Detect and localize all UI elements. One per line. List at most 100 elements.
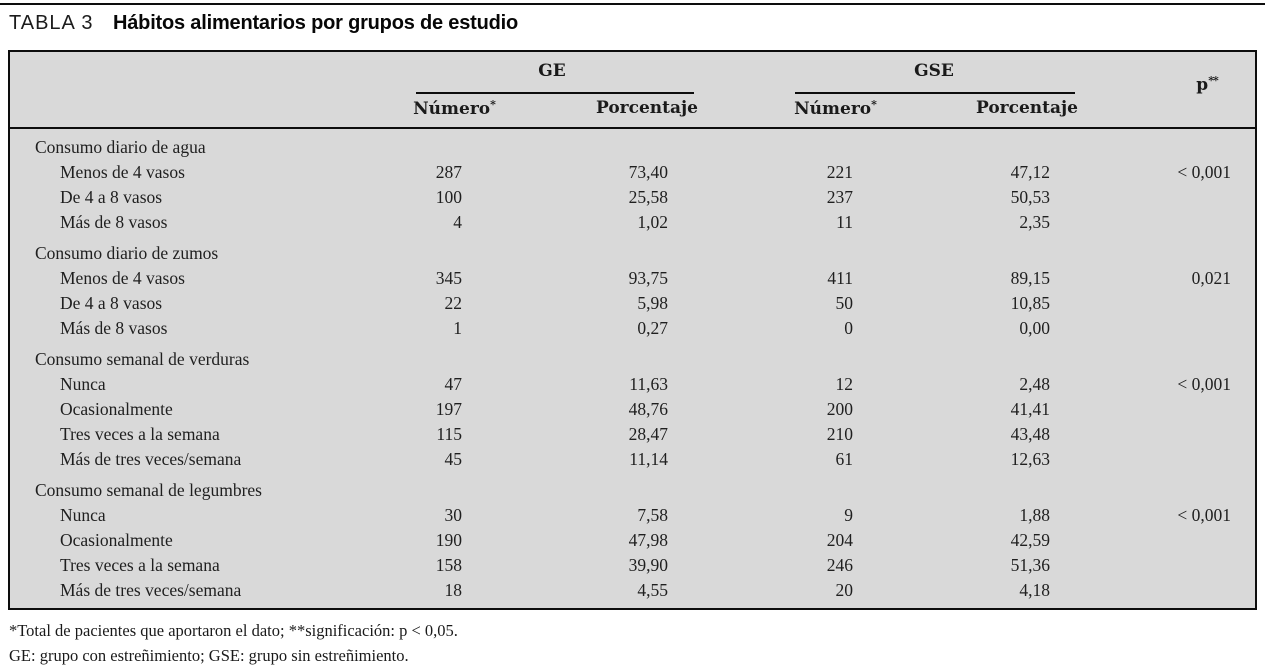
gse-numero-value: 0 xyxy=(844,318,853,338)
ge-porcentaje-value: 25,58 xyxy=(628,187,668,207)
gse-numero-value: 210 xyxy=(826,424,853,444)
table-row: Más de 8 vasos 4 1,02 11 2,35 xyxy=(10,210,1255,235)
p-value: < 0,001 xyxy=(1177,162,1231,182)
ge-numero-value: 1 xyxy=(453,318,462,338)
section-header-row: Consumo semanal de verduras xyxy=(10,347,1255,372)
col-header-label: Número xyxy=(794,99,872,119)
row-label: Tres veces a la semana xyxy=(60,424,220,444)
top-rule xyxy=(0,3,1265,5)
table-section: Consumo semanal de verduras Nunca 47 11,63 1… xyxy=(10,347,1255,472)
gse-porcentaje-value: 12,63 xyxy=(1010,449,1050,469)
gse-porcentaje-value: 42,59 xyxy=(1010,530,1050,550)
footnote-abbreviations: GE: grupo con estreñimiento; GSE: grupo … xyxy=(9,645,409,665)
table-row: Tres veces a la semana 115 28,47 210 43,48 xyxy=(10,422,1255,447)
gse-numero-value: 200 xyxy=(826,399,853,419)
ge-porcentaje-value: 47,98 xyxy=(628,530,668,550)
p-value: < 0,001 xyxy=(1177,505,1231,525)
table-row: Menos de 4 vasos 287 73,40 221 47,12 < 0,001 xyxy=(10,160,1255,185)
gse-porcentaje-value: 1,88 xyxy=(1019,505,1050,525)
double-asterisk-superscript: ** xyxy=(1208,74,1218,87)
row-label: Nunca xyxy=(60,374,106,394)
gse-underline xyxy=(795,92,1075,94)
table-section: Consumo semanal de legumbres Nunca 30 7,58 9… xyxy=(10,478,1255,603)
gse-numero-value: 50 xyxy=(835,293,854,313)
table-section: Consumo diario de agua Menos de 4 vasos 28… xyxy=(10,135,1255,235)
table-row: Más de tres veces/semana 18 4,55 20 4,18 xyxy=(10,578,1255,603)
row-label: Más de 8 vasos xyxy=(60,212,168,232)
row-label: Más de 8 vasos xyxy=(60,318,168,338)
section-label: Consumo diario de agua xyxy=(35,137,206,157)
gse-porcentaje-value: 50,53 xyxy=(1010,187,1050,207)
ge-numero-value: 158 xyxy=(435,555,462,575)
section-label: Consumo diario de zumos xyxy=(35,243,219,263)
ge-numero-value: 30 xyxy=(444,505,463,525)
section-label: Consumo semanal de legumbres xyxy=(35,480,262,500)
footnotes: *Total de pacientes que aportaron el dat… xyxy=(9,619,458,668)
data-table: GE GSE Número* Porcentaje Número* Porcen… xyxy=(8,50,1257,610)
ge-porcentaje-value: 28,47 xyxy=(628,424,668,444)
section-header-row: Consumo diario de agua xyxy=(10,135,1255,160)
row-label: Menos de 4 vasos xyxy=(60,162,185,182)
table-row: Ocasionalmente 197 48,76 200 41,41 xyxy=(10,397,1255,422)
section-label: Consumo semanal de verduras xyxy=(35,349,250,369)
group-header-gse: GSE xyxy=(914,61,954,81)
p-label: p xyxy=(1196,75,1209,95)
ge-porcentaje-value: 11,14 xyxy=(629,449,668,469)
table-row: Ocasionalmente 190 47,98 204 42,59 xyxy=(10,528,1255,553)
gse-porcentaje-value: 89,15 xyxy=(1010,268,1050,288)
row-label: De 4 a 8 vasos xyxy=(60,187,163,207)
ge-porcentaje-value: 0,27 xyxy=(637,318,668,338)
gse-numero-value: 20 xyxy=(835,580,854,600)
ge-numero-value: 115 xyxy=(436,424,462,444)
ge-numero-value: 47 xyxy=(444,374,463,394)
gse-numero-value: 61 xyxy=(835,449,854,469)
row-label: De 4 a 8 vasos xyxy=(60,293,163,313)
ge-porcentaje-value: 4,55 xyxy=(637,580,668,600)
table-section: Consumo diario de zumos Menos de 4 vasos 3… xyxy=(10,241,1255,341)
group-header-ge: GE xyxy=(538,61,566,81)
row-label: Ocasionalmente xyxy=(60,399,173,419)
ge-numero-value: 287 xyxy=(435,162,462,182)
gse-porcentaje-value: 4,18 xyxy=(1019,580,1050,600)
gse-porcentaje-value: 41,41 xyxy=(1010,399,1050,419)
ge-numero-value: 197 xyxy=(435,399,462,419)
row-label: Más de tres veces/semana xyxy=(60,449,242,469)
ge-porcentaje-value: 73,40 xyxy=(628,162,668,182)
ge-numero-value: 18 xyxy=(444,580,463,600)
col-header-p: p** xyxy=(1196,74,1218,95)
gse-porcentaje-value: 10,85 xyxy=(1010,293,1050,313)
row-label: Menos de 4 vasos xyxy=(60,268,185,288)
ge-porcentaje-value: 7,58 xyxy=(637,505,668,525)
gse-numero-value: 221 xyxy=(826,162,853,182)
table-row: Tres veces a la semana 158 39,90 246 51,36 xyxy=(10,553,1255,578)
asterisk-superscript: * xyxy=(871,98,877,111)
gse-numero-value: 12 xyxy=(835,374,854,394)
gse-numero-value: 9 xyxy=(844,505,853,525)
ge-porcentaje-value: 11,63 xyxy=(629,374,668,394)
col-header-ge-porcentaje: Porcentaje xyxy=(596,98,698,118)
ge-underline xyxy=(416,92,694,94)
table-body: Consumo diario de agua Menos de 4 vasos 28… xyxy=(10,129,1255,603)
p-value: < 0,001 xyxy=(1177,374,1231,394)
ge-numero-value: 4 xyxy=(453,212,462,232)
ge-porcentaje-value: 39,90 xyxy=(628,555,668,575)
asterisk-superscript: * xyxy=(490,98,496,111)
row-label: Más de tres veces/semana xyxy=(60,580,242,600)
table-row: De 4 a 8 vasos 100 25,58 237 50,53 xyxy=(10,185,1255,210)
table-row: Menos de 4 vasos 345 93,75 411 89,15 0,021 xyxy=(10,266,1255,291)
ge-porcentaje-value: 5,98 xyxy=(637,293,668,313)
table-row: Más de 8 vasos 1 0,27 0 0,00 xyxy=(10,316,1255,341)
ge-numero-value: 45 xyxy=(444,449,463,469)
gse-numero-value: 11 xyxy=(836,212,853,232)
gse-porcentaje-value: 2,48 xyxy=(1019,374,1050,394)
p-value: 0,021 xyxy=(1191,268,1231,288)
section-header-row: Consumo semanal de legumbres xyxy=(10,478,1255,503)
col-header-gse-porcentaje: Porcentaje xyxy=(976,98,1078,118)
col-header-ge-numero: Número* xyxy=(413,98,496,119)
table-row: Nunca 47 11,63 12 2,48 < 0,001 xyxy=(10,372,1255,397)
table-caption: TABLA 3 Hábitos alimentarios por grupos … xyxy=(9,12,518,35)
ge-numero-value: 100 xyxy=(435,187,462,207)
footnote-significance: *Total de pacientes que aportaron el dat… xyxy=(9,621,458,640)
row-label: Tres veces a la semana xyxy=(60,555,220,575)
